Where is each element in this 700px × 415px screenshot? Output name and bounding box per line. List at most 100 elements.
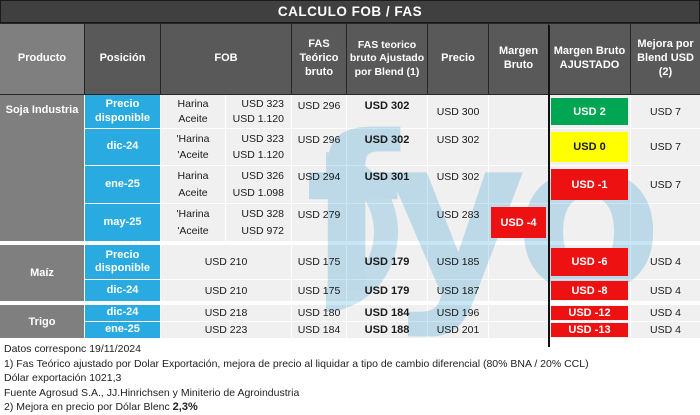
footnote-line: Fuente Agrosud S.A., JJ.Hinrichsen y Min… — [4, 386, 300, 399]
margen-bruto-cell — [489, 166, 548, 203]
precio-cell: USD 187 — [428, 280, 488, 301]
fob-value-cell: USD 323 USD 1.120 — [226, 129, 291, 165]
fob-label: 'Aceite — [177, 224, 209, 237]
fas-ajustado-cell: USD 188 — [347, 322, 427, 338]
precio-cell: USD 302 — [428, 166, 488, 203]
margen-bruto-cell — [489, 129, 548, 165]
fob-value-cell: USD 323 USD 1.120 — [226, 95, 291, 128]
precio-cell: USD 283 — [428, 204, 488, 241]
fob-label-cell: Harina Aceite — [161, 166, 225, 203]
mejora-cell — [631, 204, 700, 241]
mejora-cell: USD 7 — [631, 129, 700, 165]
fob-value: USD 1.120 — [232, 112, 284, 125]
fob-label-cell: Harina Aceite — [161, 95, 225, 128]
fas-ajustado-cell: USD 179 — [347, 280, 427, 301]
precio-cell: USD 185 — [428, 245, 488, 279]
margen-ajustado-cell: USD 0 — [549, 129, 630, 165]
margen-ajustado-chip: USD -8 — [551, 281, 628, 300]
fas-ajustado-cell: USD 302 — [347, 129, 427, 165]
col-header-fas-ajustado: FAS teorico bruto Ajustado por Blend (1) — [346, 23, 428, 95]
fob-value-cell: USD 326 USD 1.098 — [226, 166, 291, 203]
margen-ajustado-cell — [549, 204, 630, 241]
footnote-text: 2) Mejora en precio por Dólar Blenc — [4, 401, 173, 414]
margen-bruto-cell — [489, 322, 548, 338]
margen-ajustado-cell: USD -13 — [549, 322, 630, 338]
position-cell: dic-24 — [85, 305, 160, 321]
footnote-line: Dólar exportación 1021,3 — [4, 372, 122, 385]
fob-label-cell: 'Harina 'Aceite — [161, 129, 225, 165]
fob-label: Harina — [177, 98, 209, 111]
footnote-line: 2) Mejora en precio por Dólar Blenc 2,3% — [4, 400, 700, 415]
col-header-producto: Producto — [0, 23, 85, 95]
fob-label: 'Harina — [176, 133, 210, 145]
col-header-fob: FOB — [160, 23, 292, 95]
margen-ajustado-cell: USD -1 — [549, 166, 630, 203]
col-header-precio: Precio — [427, 23, 489, 95]
fob-label: 'Aceite — [177, 149, 209, 161]
mejora-cell: USD 4 — [631, 322, 700, 338]
fas-teorico-cell: USD 296 — [292, 129, 346, 165]
fob-cell: USD 223 — [161, 322, 291, 338]
margen-bruto-cell: USD -4 — [489, 204, 548, 241]
fob-value: USD 328 — [241, 208, 284, 221]
margen-bruto-chip: USD -4 — [491, 207, 546, 238]
table-title: CALCULO FOB / FAS — [0, 0, 700, 23]
product-cell-soja: Soja Industria — [0, 95, 84, 241]
product-cell-trigo: Trigo — [0, 305, 84, 338]
fas-teorico-cell: USD 184 — [292, 322, 346, 338]
col-header-posicion: Posición — [84, 23, 161, 95]
fas-teorico-cell: USD 294 — [292, 166, 346, 203]
fob-value: USD 972 — [241, 224, 284, 237]
precio-cell: USD 201 — [428, 322, 488, 338]
margen-bruto-cell — [489, 95, 548, 128]
margen-ajustado-cell: USD -12 — [549, 305, 630, 321]
fob-value: USD 326 — [241, 170, 284, 183]
column-divider-line — [548, 25, 550, 347]
position-cell: Precio disponible — [85, 245, 160, 279]
margen-ajustado-cell: USD -8 — [549, 280, 630, 301]
margen-ajustado-chip: USD 2 — [551, 98, 628, 125]
position-cell: Precio disponible — [85, 95, 160, 128]
precio-cell: USD 302 — [428, 129, 488, 165]
fas-ajustado-cell: USD 302 — [347, 95, 427, 128]
position-cell: dic-24 — [85, 280, 160, 301]
product-cell-maiz: Maíz — [0, 245, 84, 301]
fas-teorico-cell: USD 180 — [292, 305, 346, 321]
precio-cell: USD 300 — [428, 95, 488, 128]
fob-label: Aceite — [178, 112, 208, 125]
position-cell: may-25 — [85, 204, 160, 241]
fob-fas-table: CALCULO FOB / FAS Producto Posición FOB … — [0, 0, 700, 338]
mejora-cell: USD 4 — [631, 245, 700, 279]
fob-label: Harina — [177, 170, 209, 183]
margen-ajustado-chip: USD -13 — [551, 323, 628, 337]
position-cell: ene-25 — [85, 322, 160, 338]
footnotes: Datos corresponc 19/11/2024 1) Fas Teóri… — [4, 342, 700, 415]
col-header-margen-bruto: Margen Bruto — [488, 23, 549, 95]
mejora-cell: USD 4 — [631, 305, 700, 321]
margen-ajustado-cell: USD 2 — [549, 95, 630, 128]
position-cell: dic-24 — [85, 129, 160, 165]
fas-teorico-cell: USD 279 — [292, 204, 346, 241]
fas-ajustado-cell: USD 184 — [347, 305, 427, 321]
fob-cell: USD 210 — [161, 245, 291, 279]
col-header-fas-teorico: FAS Teórico bruto — [291, 23, 347, 95]
margen-ajustado-chip: USD -12 — [551, 306, 628, 320]
margen-ajustado-chip: USD 0 — [551, 132, 628, 162]
fas-ajustado-cell: USD 301 — [347, 166, 427, 203]
mejora-cell: USD 7 — [631, 95, 700, 128]
position-cell: ene-25 — [85, 166, 160, 203]
fob-value-cell: USD 328 USD 972 — [226, 204, 291, 241]
fas-teorico-cell: USD 175 — [292, 280, 346, 301]
fob-value: USD 1.098 — [232, 186, 284, 199]
fob-label-cell: 'Harina 'Aceite — [161, 204, 225, 241]
fas-ajustado-cell — [347, 204, 427, 241]
margen-ajustado-chip: USD -1 — [551, 169, 628, 200]
fas-teorico-cell: USD 175 — [292, 245, 346, 279]
fas-ajustado-cell: USD 179 — [347, 245, 427, 279]
fas-teorico-cell: USD 296 — [292, 95, 346, 128]
footnote-line: 1) Fas Teórico ajustado por Dolar Export… — [4, 357, 589, 370]
fob-cell: USD 210 — [161, 280, 291, 301]
margen-bruto-cell — [489, 280, 548, 301]
fob-cell: USD 218 — [161, 305, 291, 321]
fob-value: USD 1.120 — [232, 149, 284, 161]
